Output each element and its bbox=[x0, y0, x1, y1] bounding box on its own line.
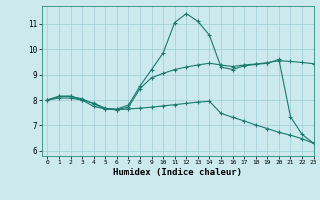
X-axis label: Humidex (Indice chaleur): Humidex (Indice chaleur) bbox=[113, 168, 242, 177]
